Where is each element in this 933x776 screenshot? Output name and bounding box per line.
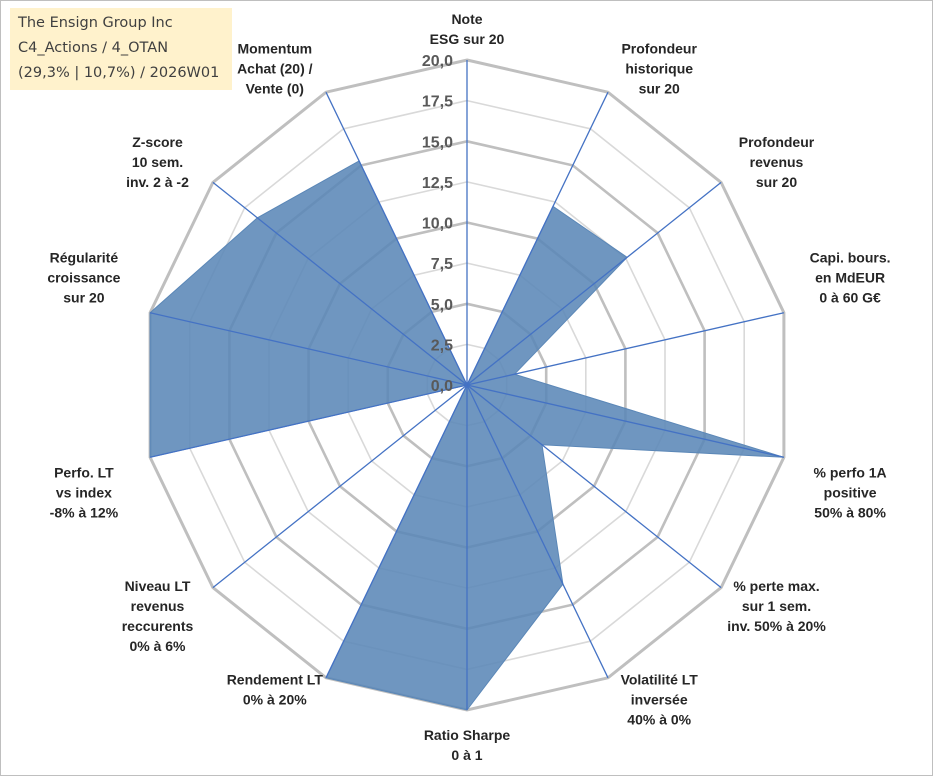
- tick-label: 5,0: [431, 297, 453, 314]
- axis-label: Régularité croissance sur 20: [47, 250, 120, 306]
- axis-label: Z-score 10 sem. inv. 2 à -2: [126, 134, 189, 190]
- axis-label: % perfo 1A positive 50% à 80%: [814, 464, 887, 520]
- info-box: The Ensign Group Inc C4_Actions / 4_OTAN…: [10, 8, 232, 90]
- axis-label: Note ESG sur 20: [430, 11, 505, 47]
- tick-label: 15,0: [422, 134, 453, 151]
- tick-label: 20,0: [422, 53, 453, 70]
- axis-label: Profondeur revenus sur 20: [739, 134, 815, 190]
- axis-spoke: [325, 91, 468, 386]
- axis-label: Perfo. LT vs index -8% à 12%: [50, 464, 119, 520]
- axis-spoke: [212, 181, 468, 386]
- tick-label: 12,5: [422, 175, 453, 192]
- axis-spoke: [466, 312, 785, 386]
- axis-label: Profondeur historique sur 20: [621, 40, 697, 96]
- axis-spoke: [466, 384, 609, 679]
- axis-label: Momentum Achat (20) / Vente (0): [237, 40, 313, 96]
- tick-label: 2,5: [431, 337, 453, 354]
- radar-spokes: [149, 60, 785, 710]
- axis-label: Ratio Sharpe 0 à 1: [424, 727, 511, 763]
- tick-label: 7,5: [431, 256, 453, 273]
- axis-label: Niveau LT revenus reccurents 0% à 6%: [122, 578, 194, 654]
- axis-spoke: [325, 384, 468, 679]
- axis-spoke: [149, 312, 468, 386]
- axis-label: Capi. bours. en MdEUR 0 à 60 G€: [810, 250, 891, 306]
- axis-spoke: [466, 384, 785, 458]
- axis-label: % perte max. sur 1 sem. inv. 50% à 20%: [727, 578, 826, 634]
- axis-spoke: [466, 91, 609, 386]
- axis-spoke: [466, 181, 722, 386]
- info-stats: (29,3% | 10,7%) / 2026W01: [18, 65, 220, 81]
- axis-spoke: [466, 384, 722, 589]
- info-title: The Ensign Group Inc: [18, 15, 173, 31]
- axis-label: Rendement LT 0% à 20%: [227, 672, 324, 708]
- axis-spoke: [149, 384, 468, 458]
- axis-spoke: [212, 384, 468, 589]
- tick-label: 17,5: [422, 94, 453, 111]
- tick-label: 10,0: [422, 216, 453, 233]
- axis-label: Volatilité LT inversée 40% à 0%: [621, 672, 699, 728]
- info-category: C4_Actions / 4_OTAN: [18, 40, 169, 56]
- tick-label: 0,0: [431, 378, 453, 395]
